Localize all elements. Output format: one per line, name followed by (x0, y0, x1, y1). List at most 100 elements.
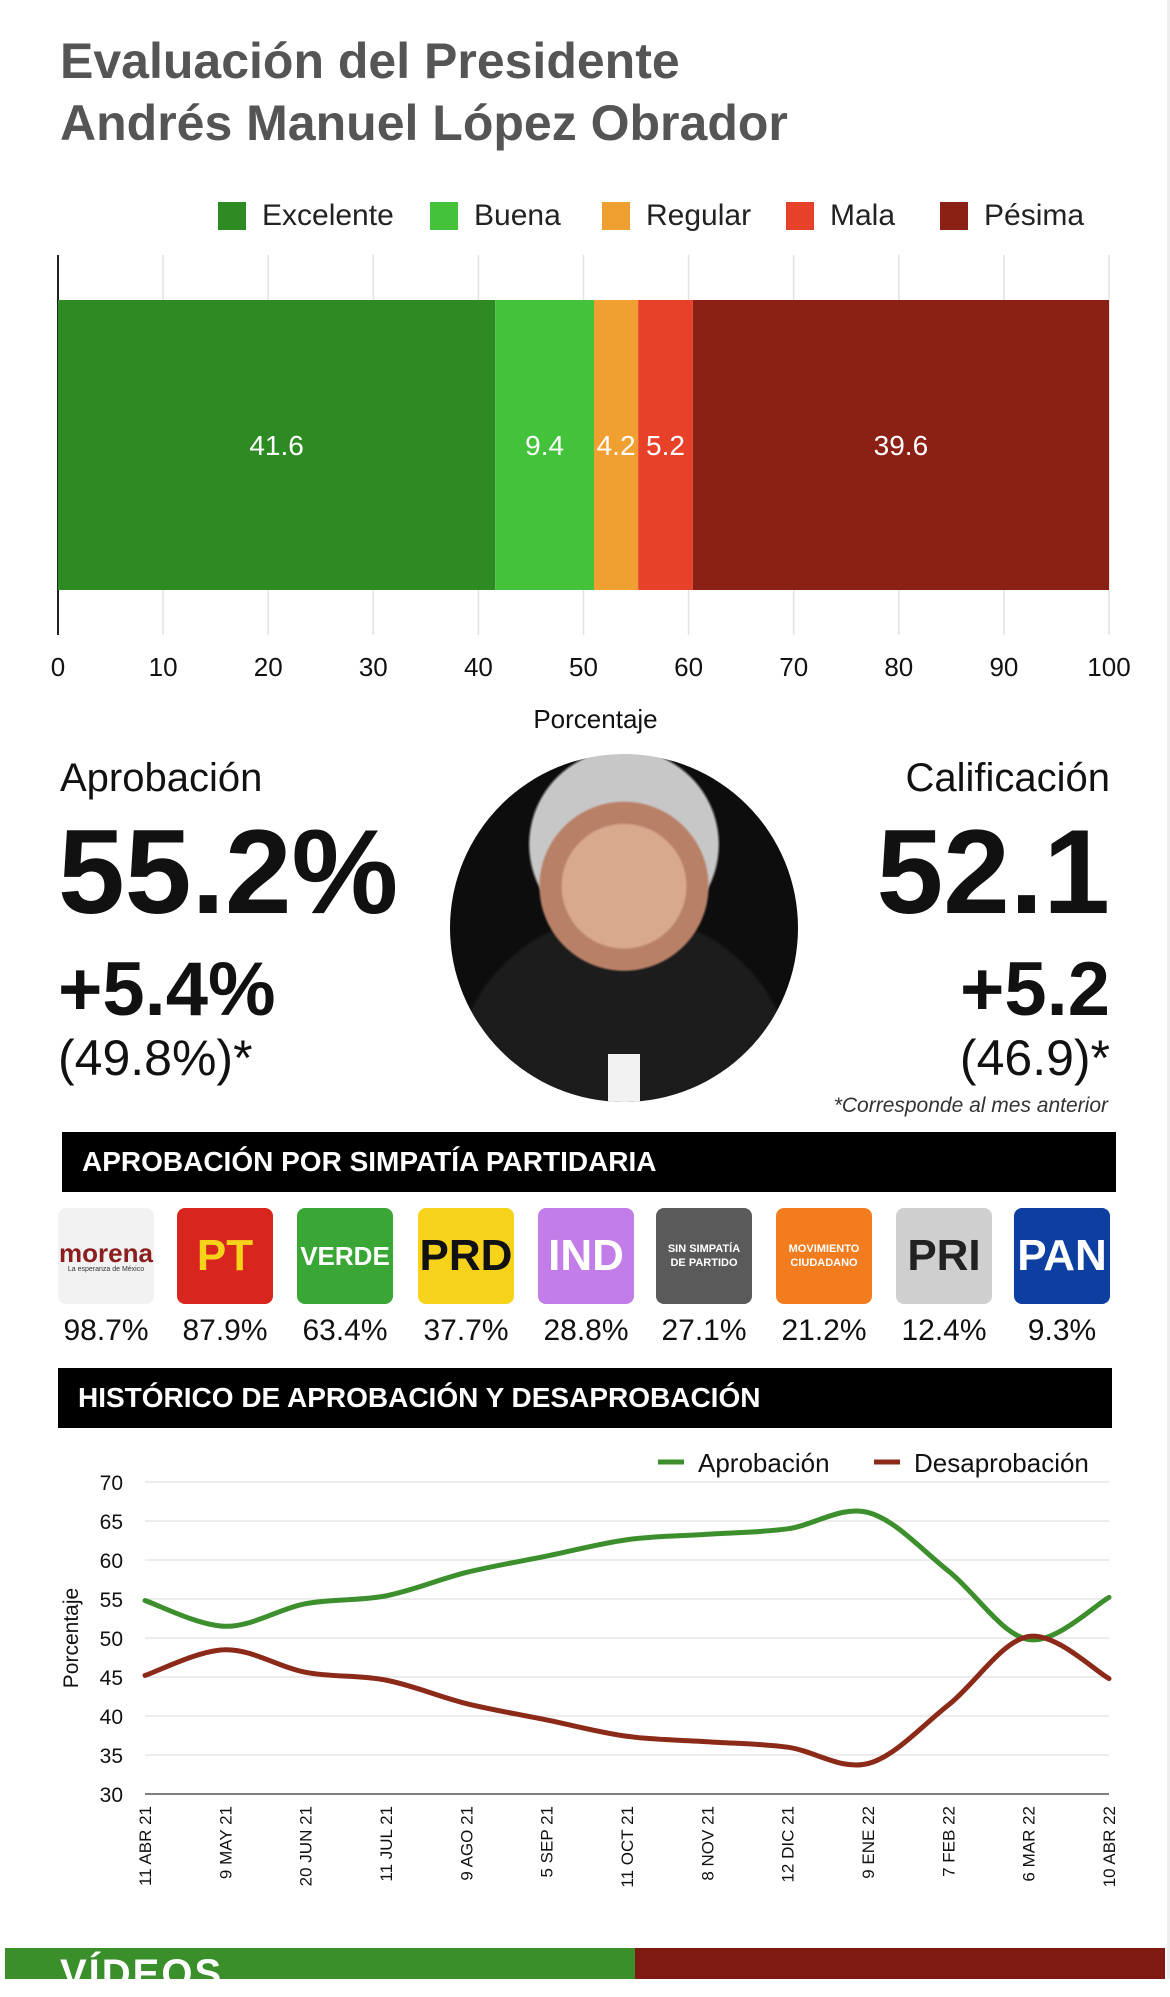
bar-segment-excelente (58, 300, 496, 590)
party-section-header: APROBACIÓN POR SIMPATÍA PARTIDARIA (62, 1132, 1116, 1192)
bar-data-label-regular: 4.2 (597, 430, 636, 461)
party-logo-5: IND (538, 1208, 634, 1304)
party-logo-text: PRD (419, 1231, 513, 1280)
rating-previous: (46.9)* (959, 1030, 1110, 1086)
party-logo-9: PAN (1014, 1208, 1110, 1304)
history-line-chart: 30 35 40 45 50 55 60 65 70 11 ABR 21 9 MAY 21 20 JU… (60, 1448, 1119, 1888)
party-logo-7: MOVIMIENTO CIUDADANO (776, 1208, 872, 1304)
legend-item-buena: Buena (430, 196, 561, 236)
party-logo-text: IND (548, 1231, 624, 1280)
party-approval-pct: 27.1% (661, 1314, 747, 1347)
legend-label-excelente: Excelente (262, 199, 394, 232)
y-tick-label: 70 (100, 1472, 123, 1495)
x-tick-label: 80 (884, 652, 913, 682)
x-tick-label: 11 OCT 21 (618, 1806, 637, 1888)
x-tick-label: 70 (779, 652, 808, 682)
legend-item-mala: Mala (786, 196, 895, 236)
party-logo-3: VERDE (297, 1208, 393, 1304)
party-logo-text: PAN (1017, 1231, 1107, 1280)
legend-swatch-buena (430, 202, 458, 230)
x-tick-label: 6 MAR 22 (1020, 1806, 1039, 1882)
y-tick-label: 40 (100, 1706, 123, 1729)
party-approval-pct: 37.7% (423, 1314, 509, 1347)
party-logo-8: PRI (896, 1208, 992, 1304)
approval-label: Aprobación (60, 756, 263, 800)
party-logo-1: morena La esperanza de México (58, 1208, 154, 1304)
x-tick-label: 60 (674, 652, 703, 682)
x-axis-label: Porcentaje (533, 704, 657, 734)
party-logo-text: morena (59, 1237, 153, 1268)
x-tick-label: 11 JUL 21 (377, 1806, 396, 1882)
party-logo-2: PT (177, 1208, 273, 1304)
y-tick-label: 50 (100, 1628, 123, 1651)
party-approval-pct: 9.3% (1027, 1314, 1097, 1347)
series-line-aprobacion (142, 1508, 1112, 1643)
x-tick-label: 9 MAY 21 (216, 1806, 235, 1879)
party-logo-4: PRD (418, 1208, 514, 1304)
rating-label: Calificación (905, 756, 1110, 800)
legend-swatch-pesima (940, 202, 968, 230)
x-tick-label: 20 JUN 21 (297, 1806, 316, 1886)
legend-label: Desaprobación (914, 1448, 1089, 1478)
legend-label: Aprobación (698, 1448, 830, 1478)
x-tick-label: 11 ABR 21 (136, 1806, 155, 1886)
x-tick-label: 12 DIC 21 (779, 1806, 798, 1883)
history-section-header: HISTÓRICO DE APROBACIÓN Y DESAPROBACIÓN (58, 1368, 1112, 1428)
x-tick-label: 40 (464, 652, 493, 682)
x-tick-label: 8 NOV 21 (698, 1806, 717, 1881)
y-tick-label: 60 (100, 1550, 123, 1573)
x-tick-label: 20 (254, 652, 283, 682)
approval-value: 55.2% (58, 805, 399, 939)
party-logo-text: PRI (907, 1231, 981, 1280)
party-logo-text: PT (196, 1231, 254, 1280)
party-logo-text: VERDE (300, 1241, 390, 1271)
legend-label-pesima: Pésima (984, 199, 1085, 232)
x-tick-label: 9 AGO 21 (457, 1806, 476, 1881)
title-line-1: Evaluación del Presidente (60, 33, 680, 89)
stacked-bar-chart: 0 10 20 30 40 50 60 70 80 90 100 41.6 9.4 4.2 5.2 39.6 P… (51, 255, 1131, 734)
footnote: *Corresponde al mes anterior (833, 1094, 1108, 1117)
x-tick-label: 10 (149, 652, 178, 682)
y-tick-label: 35 (100, 1745, 123, 1768)
party-approval-pct: 21.2% (781, 1314, 867, 1347)
x-tick-label: 5 SEP 21 (538, 1806, 557, 1878)
party-approval-pct: 98.7% (63, 1314, 149, 1347)
bar-segment-regular (594, 300, 639, 590)
y-tick-label: 65 (100, 1511, 123, 1534)
legend-label-regular: Regular (646, 199, 752, 232)
bar-data-label-excelente: 41.6 (249, 430, 304, 461)
party-logo-subtext: La esperanza de México (67, 1265, 145, 1273)
bar-segment-pesima (692, 300, 1109, 590)
legend-swatch-regular (602, 202, 630, 230)
x-tick-label: 50 (569, 652, 598, 682)
party-approval-pct: 87.9% (182, 1314, 268, 1347)
photo-shirt (608, 1054, 640, 1102)
x-tick-label: 10 ABR 22 (1100, 1806, 1119, 1887)
y-axis-label: Porcentaje (60, 1588, 83, 1688)
party-logo-text: SIN SIMPATÍA DE PARTIDO (667, 1243, 741, 1269)
party-approval-pct: 28.8% (543, 1314, 629, 1347)
x-tick-label: 0 (51, 652, 65, 682)
bar-data-label-buena: 9.4 (525, 430, 564, 461)
x-tick-label: 100 (1087, 652, 1130, 682)
approval-delta: +5.4% (58, 947, 276, 1032)
bottom-banner-left (5, 1948, 635, 1979)
president-photo (450, 754, 798, 1102)
approval-previous: (49.8%)* (58, 1030, 253, 1086)
legend-item-pesima: Pésima (940, 196, 1084, 236)
x-tick-label: 9 ENE 22 (859, 1806, 878, 1879)
legend-label-mala: Mala (830, 199, 896, 232)
x-tick-label: 90 (989, 652, 1018, 682)
series-line-desaprobacion (142, 1633, 1112, 1768)
bottom-banner-right (635, 1948, 1165, 1979)
party-logo-6: SIN SIMPATÍA DE PARTIDO (656, 1208, 752, 1304)
rating-value: 52.1 (876, 805, 1110, 939)
rating-delta: +5.2 (959, 947, 1110, 1032)
legend-item-regular: Regular (602, 196, 751, 236)
party-logo-text: MOVIMIENTO CIUDADANO (788, 1243, 860, 1269)
y-tick-label: 30 (100, 1784, 123, 1807)
legend-label-buena: Buena (474, 199, 561, 232)
y-tick-label: 55 (100, 1589, 123, 1612)
bar-legend: Excelente Buena Regular Mala Pésima (0, 196, 1170, 236)
